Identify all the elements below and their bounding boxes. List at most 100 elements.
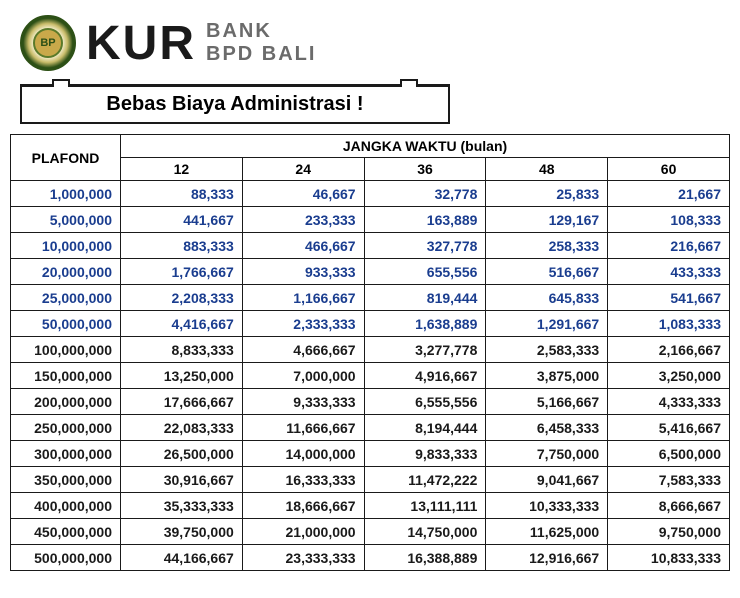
table-row: 20,000,0001,766,667933,333655,556516,667… xyxy=(11,259,730,285)
cell-value: 3,875,000 xyxy=(486,363,608,389)
logo-icon: BP xyxy=(20,15,76,71)
table-row: 400,000,00035,333,33318,666,66713,111,11… xyxy=(11,493,730,519)
cell-value: 433,333 xyxy=(608,259,730,285)
cell-value: 645,833 xyxy=(486,285,608,311)
table-row: 25,000,0002,208,3331,166,667819,444645,8… xyxy=(11,285,730,311)
cell-value: 4,916,667 xyxy=(364,363,486,389)
cell-value: 8,194,444 xyxy=(364,415,486,441)
cell-value: 1,766,667 xyxy=(121,259,243,285)
cell-value: 11,666,667 xyxy=(242,415,364,441)
cell-value: 1,166,667 xyxy=(242,285,364,311)
bank-line-2: BPD BALI xyxy=(206,43,316,66)
cell-value: 9,833,333 xyxy=(364,441,486,467)
cell-value: 30,916,667 xyxy=(121,467,243,493)
table-row: 50,000,0004,416,6672,333,3331,638,8891,2… xyxy=(11,311,730,337)
cell-value: 9,333,333 xyxy=(242,389,364,415)
cell-value: 233,333 xyxy=(242,207,364,233)
cell-plafond: 150,000,000 xyxy=(11,363,121,389)
cell-value: 25,833 xyxy=(486,181,608,207)
cell-value: 22,083,333 xyxy=(121,415,243,441)
cell-value: 18,666,667 xyxy=(242,493,364,519)
cell-value: 7,583,333 xyxy=(608,467,730,493)
cell-value: 1,638,889 xyxy=(364,311,486,337)
cell-value: 44,166,667 xyxy=(121,545,243,571)
cell-value: 441,667 xyxy=(121,207,243,233)
cell-value: 6,555,556 xyxy=(364,389,486,415)
cell-value: 23,333,333 xyxy=(242,545,364,571)
col-header-period: JANGKA WAKTU (bulan) xyxy=(121,135,730,158)
cell-value: 4,666,667 xyxy=(242,337,364,363)
cell-value: 8,666,667 xyxy=(608,493,730,519)
cell-value: 8,833,333 xyxy=(121,337,243,363)
cell-value: 7,000,000 xyxy=(242,363,364,389)
cell-value: 9,041,667 xyxy=(486,467,608,493)
cell-value: 933,333 xyxy=(242,259,364,285)
cell-value: 6,458,333 xyxy=(486,415,608,441)
table-row: 500,000,00044,166,66723,333,33316,388,88… xyxy=(11,545,730,571)
cell-value: 1,291,667 xyxy=(486,311,608,337)
cell-value: 258,333 xyxy=(486,233,608,259)
cell-plafond: 10,000,000 xyxy=(11,233,121,259)
cell-value: 1,083,333 xyxy=(608,311,730,337)
cell-value: 466,667 xyxy=(242,233,364,259)
cell-value: 5,416,667 xyxy=(608,415,730,441)
cell-value: 11,625,000 xyxy=(486,519,608,545)
cell-plafond: 20,000,000 xyxy=(11,259,121,285)
table-row: 200,000,00017,666,6679,333,3336,555,5565… xyxy=(11,389,730,415)
col-header-month: 24 xyxy=(242,158,364,181)
cell-value: 21,667 xyxy=(608,181,730,207)
cell-plafond: 400,000,000 xyxy=(11,493,121,519)
cell-plafond: 100,000,000 xyxy=(11,337,121,363)
cell-value: 541,667 xyxy=(608,285,730,311)
cell-plafond: 250,000,000 xyxy=(11,415,121,441)
cell-value: 655,556 xyxy=(364,259,486,285)
cell-value: 163,889 xyxy=(364,207,486,233)
cell-value: 14,000,000 xyxy=(242,441,364,467)
table-row: 100,000,0008,833,3334,666,6673,277,7782,… xyxy=(11,337,730,363)
cell-value: 4,333,333 xyxy=(608,389,730,415)
cell-value: 14,750,000 xyxy=(364,519,486,545)
cell-value: 35,333,333 xyxy=(121,493,243,519)
cell-value: 327,778 xyxy=(364,233,486,259)
title-bank: BANK BPD BALI xyxy=(206,20,316,66)
title-kur: KUR xyxy=(86,16,196,71)
banner-wrap: Bebas Biaya Administrasi ! xyxy=(20,84,720,124)
banner-text: Bebas Biaya Administrasi ! xyxy=(20,84,450,124)
cell-value: 2,208,333 xyxy=(121,285,243,311)
col-header-plafond: PLAFOND xyxy=(11,135,121,181)
cell-value: 4,416,667 xyxy=(121,311,243,337)
cell-value: 108,333 xyxy=(608,207,730,233)
cell-value: 39,750,000 xyxy=(121,519,243,545)
col-header-month: 60 xyxy=(608,158,730,181)
cell-plafond: 50,000,000 xyxy=(11,311,121,337)
cell-plafond: 450,000,000 xyxy=(11,519,121,545)
cell-value: 88,333 xyxy=(121,181,243,207)
cell-value: 12,916,667 xyxy=(486,545,608,571)
cell-value: 883,333 xyxy=(121,233,243,259)
cell-plafond: 300,000,000 xyxy=(11,441,121,467)
cell-value: 46,667 xyxy=(242,181,364,207)
table-row: 10,000,000883,333466,667327,778258,33321… xyxy=(11,233,730,259)
cell-value: 10,833,333 xyxy=(608,545,730,571)
header: BP KUR BANK BPD BALI xyxy=(10,10,730,76)
cell-plafond: 5,000,000 xyxy=(11,207,121,233)
cell-value: 2,333,333 xyxy=(242,311,364,337)
cell-value: 5,166,667 xyxy=(486,389,608,415)
col-header-month: 36 xyxy=(364,158,486,181)
cell-value: 11,472,222 xyxy=(364,467,486,493)
table-row: 5,000,000441,667233,333163,889129,167108… xyxy=(11,207,730,233)
cell-value: 129,167 xyxy=(486,207,608,233)
cell-value: 9,750,000 xyxy=(608,519,730,545)
cell-plafond: 500,000,000 xyxy=(11,545,121,571)
cell-value: 13,111,111 xyxy=(364,493,486,519)
cell-value: 17,666,667 xyxy=(121,389,243,415)
cell-value: 3,250,000 xyxy=(608,363,730,389)
col-header-month: 12 xyxy=(121,158,243,181)
table-row: 150,000,00013,250,0007,000,0004,916,6673… xyxy=(11,363,730,389)
cell-value: 2,166,667 xyxy=(608,337,730,363)
cell-plafond: 350,000,000 xyxy=(11,467,121,493)
col-header-month: 48 xyxy=(486,158,608,181)
table-row: 300,000,00026,500,00014,000,0009,833,333… xyxy=(11,441,730,467)
installment-table: PLAFOND JANGKA WAKTU (bulan) 1224364860 … xyxy=(10,134,730,571)
cell-value: 7,750,000 xyxy=(486,441,608,467)
